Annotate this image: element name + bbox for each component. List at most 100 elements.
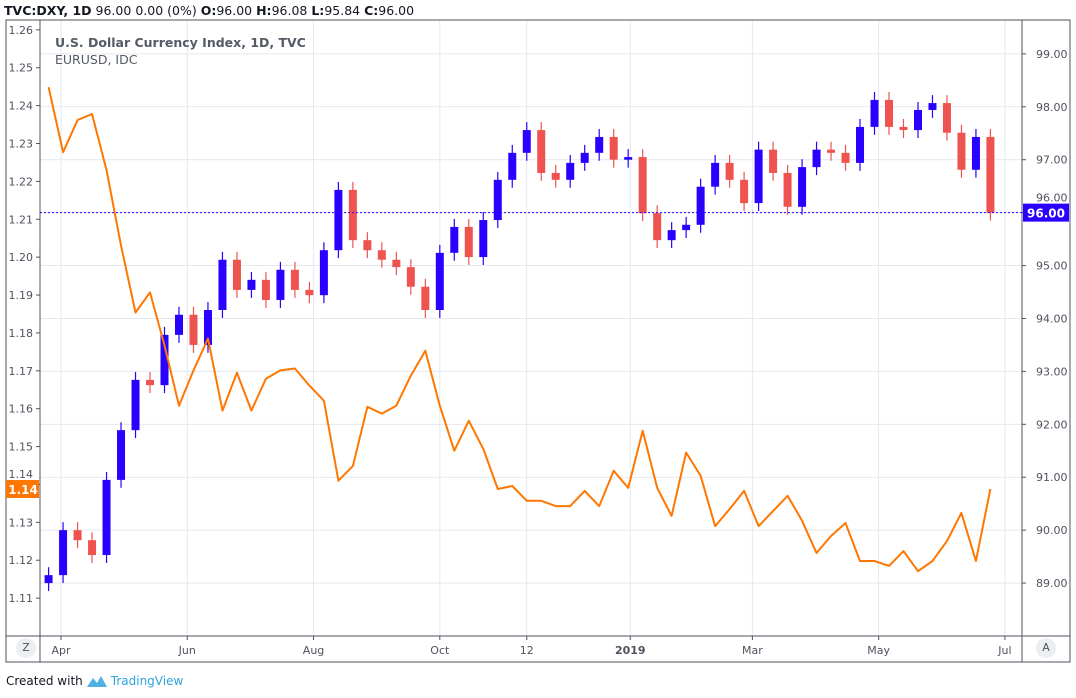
left-axis-tick-label: 1.11 [9, 592, 34, 605]
candle [899, 118, 908, 139]
time-axis-tick-label: 12 [520, 644, 534, 657]
candle [928, 95, 937, 118]
candle-body [754, 149, 763, 204]
legend-compare-series[interactable]: EURUSD, IDC [55, 52, 138, 67]
dxy-price-label: 96.00 [1027, 207, 1065, 221]
candle-body [942, 103, 951, 133]
right-axis-tick-label: 99.00 [1036, 48, 1068, 61]
candle-body [711, 162, 720, 187]
left-axis-tick-label: 1.12 [9, 554, 34, 567]
candle [537, 122, 546, 181]
candle [203, 302, 212, 353]
candle-body [725, 162, 734, 180]
candle-body [232, 259, 241, 290]
candle [319, 242, 328, 304]
candle [595, 129, 604, 161]
candle [421, 278, 430, 318]
candle-body [247, 279, 256, 290]
zoom-button[interactable]: Z [16, 638, 36, 658]
candle [580, 144, 589, 171]
candle [942, 95, 951, 141]
time-axis-tick-label: Mar [742, 644, 763, 657]
candle-body [870, 99, 879, 127]
symbol-name: TVC:DXY, 1D [4, 3, 92, 18]
time-axis-tick-label: Apr [51, 644, 71, 657]
time-axis-tick-label: May [867, 644, 890, 657]
candle [798, 159, 807, 215]
right-axis-tick-label: 95.00 [1036, 260, 1068, 273]
candle-body [566, 162, 575, 180]
candle [479, 212, 488, 266]
right-axis-tick-label: 94.00 [1036, 312, 1068, 325]
time-axis-tick-label: Jul [997, 644, 1011, 657]
left-axis-tick-label: 1.26 [9, 24, 34, 37]
legend-main-series[interactable]: U.S. Dollar Currency Index, 1D, TVC [55, 35, 306, 50]
left-axis-tick-label: 1.18 [9, 327, 34, 340]
candle [740, 171, 749, 212]
candle-body [580, 152, 589, 163]
candle [232, 251, 241, 298]
candle [624, 149, 633, 168]
dxy-price-label-box [1023, 203, 1069, 222]
candle [392, 251, 401, 276]
candle-body [305, 289, 314, 296]
candle [73, 522, 82, 549]
candle-body [59, 530, 68, 576]
footer: Created with TradingView [6, 674, 183, 688]
close-value: 96.00 [378, 3, 415, 18]
high-value: 96.08 [271, 3, 308, 18]
right-axis-tick-label: 97.00 [1036, 154, 1068, 167]
candle-body [769, 149, 778, 173]
candle [986, 129, 995, 221]
candle-body [885, 99, 893, 127]
left-axis-tick-label: 1.17 [9, 365, 34, 378]
high-label: H: [256, 3, 272, 18]
candle-body [856, 126, 865, 163]
time-axis-tick-label: Oct [430, 644, 450, 657]
price-change: 0.00 (0%) [135, 3, 197, 18]
candle-body [377, 250, 386, 260]
candle [363, 232, 372, 259]
candle-body [957, 132, 966, 170]
candle-body [508, 152, 517, 180]
candle [290, 261, 299, 298]
eurusd-price-label-box [6, 480, 39, 499]
candle [493, 171, 502, 228]
candle-body [740, 179, 749, 204]
candle [667, 222, 676, 249]
tradingview-link[interactable]: TradingView [110, 674, 184, 688]
candle-body [334, 189, 343, 251]
candle-body [537, 130, 546, 173]
open-label: O: [200, 3, 217, 18]
candle-body [971, 136, 980, 170]
candle-body [102, 479, 111, 556]
candle [508, 144, 517, 188]
chart-frame [5, 19, 1071, 663]
left-axis-tick-label: 1.22 [9, 175, 34, 188]
candle-body [146, 379, 155, 386]
left-axis-tick-label: 1.23 [9, 138, 34, 151]
candle-body [667, 230, 676, 241]
left-axis-tick-label: 1.21 [9, 213, 34, 226]
left-axis-tick-label: 1.15 [9, 441, 34, 454]
candle-body [203, 310, 212, 345]
candle [146, 371, 155, 394]
candle-body [986, 136, 995, 213]
candle [44, 567, 53, 592]
left-axis-tick-label: 1.16 [9, 403, 34, 416]
candle [827, 141, 836, 161]
candle [870, 91, 879, 135]
candle [464, 218, 473, 266]
candle-body [551, 172, 560, 180]
time-axis-tick-label: Aug [303, 644, 324, 657]
candle-body [261, 279, 270, 300]
candle-body [189, 314, 198, 345]
candle-body [174, 314, 183, 335]
candle [971, 129, 980, 178]
auto-scale-button[interactable]: A [1036, 638, 1056, 658]
left-axis-tick-label: 1.24 [9, 100, 34, 113]
right-axis-tick-label: 98.00 [1036, 101, 1068, 114]
candle [131, 371, 140, 439]
candle-body [841, 152, 850, 163]
